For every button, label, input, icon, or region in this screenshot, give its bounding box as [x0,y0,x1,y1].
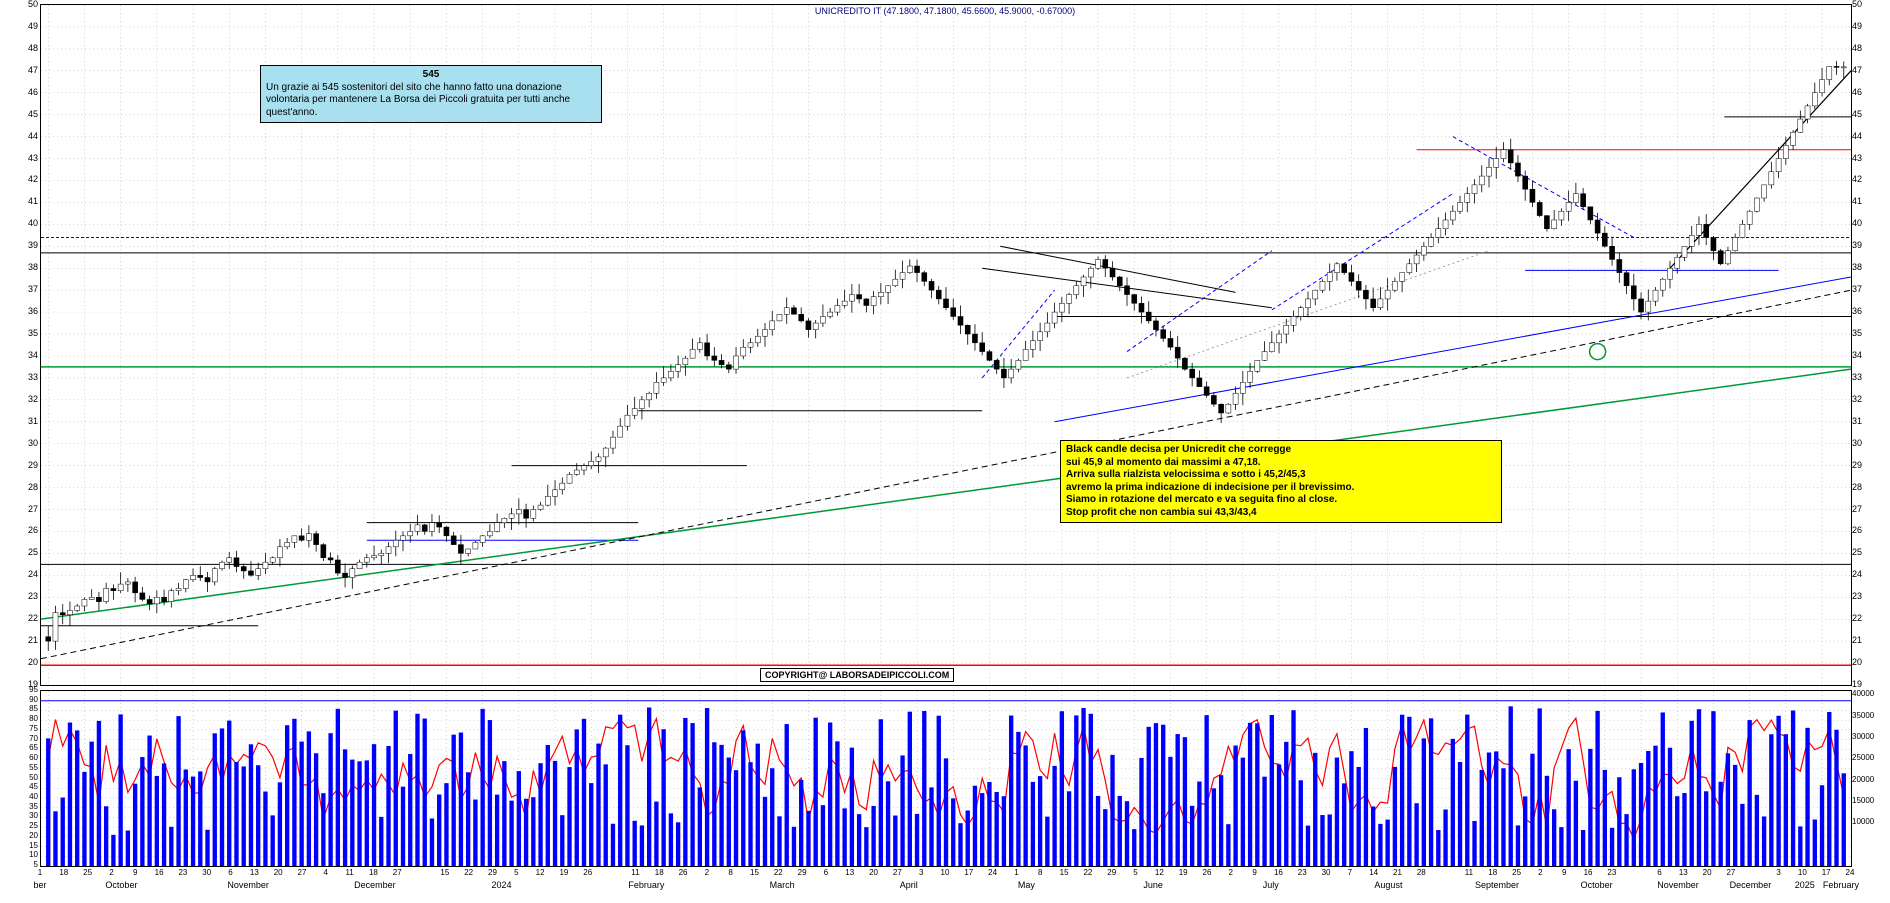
osc-axis-left: 5101520253035404550556065707580859095 [0,690,38,865]
analysis-box: Black candle decisa per Unicredit che co… [1060,440,1502,523]
donation-text: Un grazie ai 545 sostenitori del sito ch… [266,82,596,120]
price-axis-right: 1920212223242526272829303132333435363738… [1852,4,1890,684]
vol-axis-right: 10000150002000025000300003500040000 [1852,690,1890,865]
donation-count: 545 [266,69,596,82]
price-axis-left: 1920212223242526272829303132333435363738… [0,4,38,684]
donation-box: 545 Un grazie ai 545 sostenitori del sit… [260,65,602,123]
copyright-label: COPYRIGHT@ LABORSADEIPICCOLI.COM [760,668,954,682]
indicator-chart [40,690,1852,867]
time-axis: 1182529162330613202741118271522295121926… [40,868,1850,898]
